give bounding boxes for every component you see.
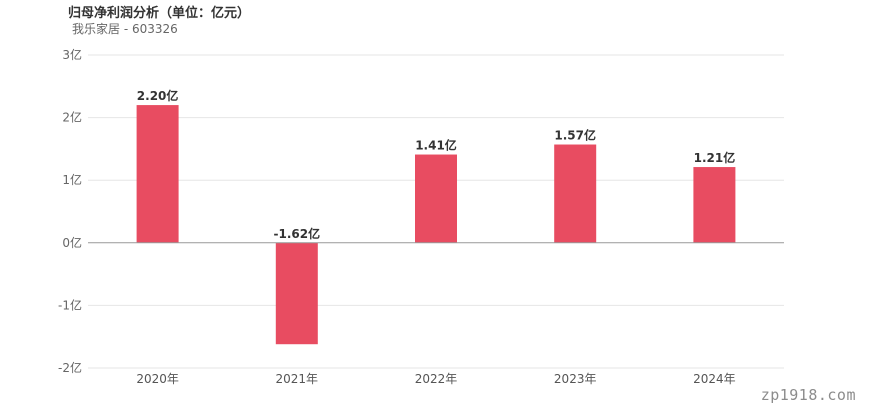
y-tick-label: 3亿 — [62, 47, 82, 62]
data-label: 1.41亿 — [415, 138, 457, 153]
bars — [136, 105, 736, 345]
y-tick-label: 0亿 — [62, 235, 82, 250]
x-tick-label: 2021年 — [276, 372, 319, 386]
x-axis-ticks: 2020年 2021年 2022年 2023年 2024年 — [136, 372, 735, 386]
x-tick-label: 2020年 — [136, 372, 179, 386]
y-tick-label: 2亿 — [62, 110, 82, 125]
chart-title: 归母净利润分析（单位：亿元） — [68, 6, 251, 21]
watermark: zp1918.com — [760, 386, 856, 404]
y-axis-ticks: 3亿 2亿 1亿 0亿 -1亿 -2亿 — [58, 47, 82, 375]
chart-subtitle: 我乐家居 - 603326 — [72, 22, 178, 36]
bar-2024年 — [693, 167, 736, 243]
x-tick-label: 2022年 — [415, 372, 458, 386]
bar-2020年 — [136, 105, 179, 243]
x-tick-label: 2024年 — [693, 372, 736, 386]
data-labels: 2.20亿 -1.62亿 1.41亿 1.57亿 1.21亿 — [137, 88, 735, 241]
x-tick-label: 2023年 — [554, 372, 597, 386]
y-tick-label: -2亿 — [58, 360, 82, 375]
data-label: 1.21亿 — [694, 150, 736, 165]
bar-2023年 — [554, 144, 597, 243]
y-tick-label: 1亿 — [62, 172, 82, 187]
bar-2021年 — [275, 242, 318, 345]
bar-2022年 — [415, 154, 457, 243]
y-tick-label: -1亿 — [58, 297, 82, 312]
data-label: 2.20亿 — [137, 88, 179, 103]
data-label: -1.62亿 — [274, 226, 321, 241]
data-label: 1.57亿 — [554, 128, 596, 143]
